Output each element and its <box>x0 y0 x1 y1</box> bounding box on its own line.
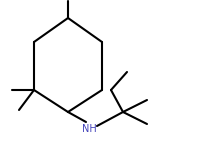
Text: NH: NH <box>82 124 96 134</box>
